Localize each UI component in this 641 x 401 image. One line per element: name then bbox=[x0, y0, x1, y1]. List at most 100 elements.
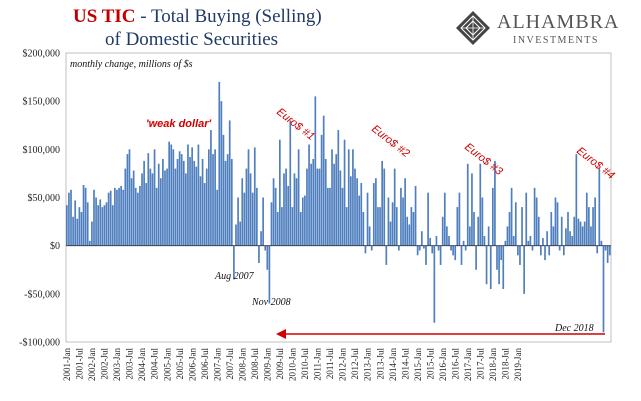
bar bbox=[318, 168, 321, 246]
euro4-label: Euro$ #4 bbox=[574, 145, 617, 182]
bar bbox=[253, 147, 256, 246]
bar bbox=[585, 192, 588, 246]
bar bbox=[331, 149, 333, 246]
bar bbox=[109, 190, 112, 246]
bar bbox=[458, 192, 461, 246]
x-tick-label: 2009-Jan bbox=[263, 348, 273, 381]
chart-title: US TIC - Total Buying (Selling) bbox=[73, 6, 322, 28]
bar bbox=[151, 173, 154, 246]
bar bbox=[283, 173, 285, 246]
bar bbox=[552, 226, 555, 246]
x-tick-label: 2003-Jul bbox=[125, 348, 135, 380]
bar bbox=[182, 160, 185, 246]
bar bbox=[91, 221, 93, 246]
bar bbox=[226, 154, 229, 246]
bar bbox=[341, 187, 344, 246]
bar bbox=[356, 178, 358, 246]
x-tick-label: 2011-Jul bbox=[325, 348, 335, 380]
bar bbox=[429, 237, 432, 246]
bar bbox=[546, 231, 548, 246]
bar bbox=[366, 192, 369, 246]
bar bbox=[314, 96, 317, 246]
bar bbox=[583, 221, 586, 246]
bar bbox=[145, 183, 148, 246]
bar bbox=[195, 166, 198, 246]
bar bbox=[456, 207, 459, 246]
x-tick-label: 2003-Jan bbox=[112, 348, 122, 381]
bar bbox=[159, 178, 162, 246]
bar bbox=[473, 211, 475, 246]
euro1-label: Euro$ #1 bbox=[274, 106, 317, 143]
bar bbox=[258, 245, 260, 264]
bar bbox=[86, 202, 89, 246]
title-part1: US TIC bbox=[73, 6, 136, 27]
bar bbox=[276, 211, 279, 246]
bar bbox=[562, 245, 565, 256]
x-tick-label: 2006-Jul bbox=[200, 348, 210, 380]
bar bbox=[316, 168, 319, 246]
bar bbox=[510, 187, 513, 246]
bar bbox=[579, 221, 582, 246]
bar bbox=[176, 158, 179, 246]
dec2018-label: Dec 2018 bbox=[554, 323, 594, 334]
x-tick-label: 2006-Jan bbox=[187, 348, 197, 381]
bar bbox=[550, 211, 553, 246]
bar bbox=[281, 207, 283, 246]
bar bbox=[264, 245, 267, 251]
euro3-label: Euro$ #3 bbox=[462, 141, 505, 178]
bar bbox=[460, 245, 463, 265]
bar bbox=[448, 236, 450, 246]
bar bbox=[454, 245, 457, 261]
bar bbox=[512, 236, 515, 246]
bar bbox=[372, 183, 375, 246]
x-tick-label: 2007-Jul bbox=[225, 348, 235, 380]
bar bbox=[573, 216, 576, 246]
bar bbox=[581, 226, 584, 246]
bar bbox=[347, 149, 350, 246]
bar bbox=[596, 245, 599, 254]
bar bbox=[241, 178, 244, 246]
bar bbox=[475, 245, 477, 270]
bar bbox=[560, 216, 563, 246]
bar bbox=[187, 144, 189, 246]
x-tick-label: 2018-Jan bbox=[488, 348, 498, 381]
bar bbox=[157, 163, 160, 246]
bar bbox=[337, 130, 340, 246]
bar bbox=[496, 245, 498, 270]
bar bbox=[70, 189, 72, 246]
bar bbox=[450, 245, 452, 251]
bar bbox=[80, 211, 83, 246]
bar bbox=[278, 139, 281, 246]
bar bbox=[441, 216, 444, 246]
bar bbox=[577, 218, 580, 246]
bar bbox=[327, 187, 329, 246]
bar bbox=[166, 168, 168, 246]
x-tick-label: 2010-Jul bbox=[300, 348, 310, 380]
title-part2: - Total Buying (Selling) bbox=[135, 6, 322, 27]
bar bbox=[84, 187, 87, 246]
bar bbox=[322, 115, 325, 246]
bar bbox=[481, 197, 484, 246]
bar bbox=[391, 202, 394, 246]
bar bbox=[537, 216, 540, 246]
y-tick-label: $150,000 bbox=[23, 97, 61, 108]
bar bbox=[74, 200, 77, 246]
bar bbox=[558, 245, 561, 251]
bar bbox=[452, 245, 454, 256]
x-tick-label: 2016-Jul bbox=[450, 348, 460, 380]
bar bbox=[565, 228, 567, 246]
bar bbox=[306, 168, 308, 246]
bar bbox=[310, 163, 312, 246]
bar bbox=[266, 245, 269, 270]
bar bbox=[308, 144, 310, 246]
bar bbox=[349, 176, 352, 246]
bar bbox=[82, 184, 85, 246]
bar bbox=[531, 245, 534, 251]
bar bbox=[164, 170, 166, 246]
bar bbox=[540, 245, 542, 256]
bar bbox=[431, 245, 434, 254]
x-tick-label: 2004-Jan bbox=[137, 348, 147, 381]
bar bbox=[439, 245, 442, 265]
bar bbox=[471, 173, 473, 246]
